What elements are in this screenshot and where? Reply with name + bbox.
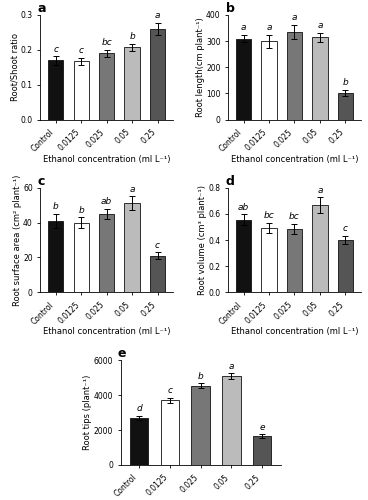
X-axis label: Ethanol concentration (ml L⁻¹): Ethanol concentration (ml L⁻¹) bbox=[43, 328, 170, 336]
Bar bbox=[160, 400, 179, 465]
Text: a: a bbox=[129, 185, 135, 194]
Text: e: e bbox=[117, 348, 126, 360]
Bar bbox=[48, 221, 63, 292]
Text: a: a bbox=[155, 11, 160, 20]
Bar bbox=[338, 240, 353, 292]
Text: a: a bbox=[266, 23, 272, 32]
Text: a: a bbox=[317, 21, 323, 30]
Bar bbox=[150, 256, 165, 292]
Text: c: c bbox=[167, 386, 172, 395]
Bar bbox=[261, 41, 277, 119]
Text: a: a bbox=[38, 2, 46, 15]
Bar bbox=[236, 38, 251, 119]
Text: a: a bbox=[229, 362, 234, 370]
Text: e: e bbox=[259, 422, 265, 432]
Text: d: d bbox=[136, 404, 142, 413]
Bar bbox=[99, 214, 114, 292]
Text: a: a bbox=[241, 23, 246, 32]
Bar bbox=[253, 436, 271, 465]
Bar bbox=[338, 92, 353, 120]
X-axis label: Ethanol concentration (ml L⁻¹): Ethanol concentration (ml L⁻¹) bbox=[231, 155, 358, 164]
Y-axis label: Root volume (cm³ plant⁻¹): Root volume (cm³ plant⁻¹) bbox=[198, 185, 207, 295]
Bar bbox=[99, 54, 114, 120]
Text: bc: bc bbox=[264, 212, 275, 220]
Bar bbox=[287, 229, 302, 292]
Bar bbox=[261, 228, 277, 292]
Bar bbox=[236, 220, 251, 292]
Text: a: a bbox=[292, 13, 297, 22]
Y-axis label: Root/Shoot ratio: Root/Shoot ratio bbox=[10, 34, 20, 102]
Text: ab: ab bbox=[101, 197, 112, 206]
Text: b: b bbox=[198, 372, 204, 381]
X-axis label: Ethanol concentration (ml L⁻¹): Ethanol concentration (ml L⁻¹) bbox=[231, 328, 358, 336]
Bar bbox=[124, 204, 140, 292]
Text: c: c bbox=[343, 224, 348, 234]
Text: ab: ab bbox=[238, 203, 249, 212]
Text: bc: bc bbox=[289, 212, 300, 221]
Bar bbox=[74, 222, 89, 292]
Text: a: a bbox=[317, 186, 323, 195]
Bar bbox=[130, 418, 148, 465]
Bar bbox=[287, 32, 302, 120]
Text: b: b bbox=[226, 2, 234, 15]
Bar bbox=[222, 376, 241, 465]
Text: b: b bbox=[53, 202, 59, 211]
X-axis label: Ethanol concentration (ml L⁻¹): Ethanol concentration (ml L⁻¹) bbox=[43, 155, 170, 164]
Y-axis label: Root surface area (cm² plant⁻¹): Root surface area (cm² plant⁻¹) bbox=[13, 174, 22, 306]
Bar bbox=[191, 386, 210, 465]
Text: b: b bbox=[343, 78, 348, 87]
Bar bbox=[312, 206, 328, 292]
Text: b: b bbox=[129, 32, 135, 41]
Bar bbox=[48, 60, 63, 120]
Text: d: d bbox=[226, 174, 234, 188]
Text: bc: bc bbox=[101, 38, 112, 48]
Text: b: b bbox=[78, 206, 84, 214]
Text: c: c bbox=[38, 174, 45, 188]
Text: c: c bbox=[79, 46, 84, 55]
Bar bbox=[124, 47, 140, 120]
Bar bbox=[312, 37, 328, 119]
Y-axis label: Root tips (plant⁻¹): Root tips (plant⁻¹) bbox=[83, 375, 92, 450]
Bar bbox=[150, 29, 165, 120]
Bar bbox=[74, 61, 89, 120]
Text: c: c bbox=[155, 240, 160, 250]
Y-axis label: Root length(cm plant⁻¹): Root length(cm plant⁻¹) bbox=[196, 18, 205, 117]
Text: c: c bbox=[53, 44, 58, 54]
